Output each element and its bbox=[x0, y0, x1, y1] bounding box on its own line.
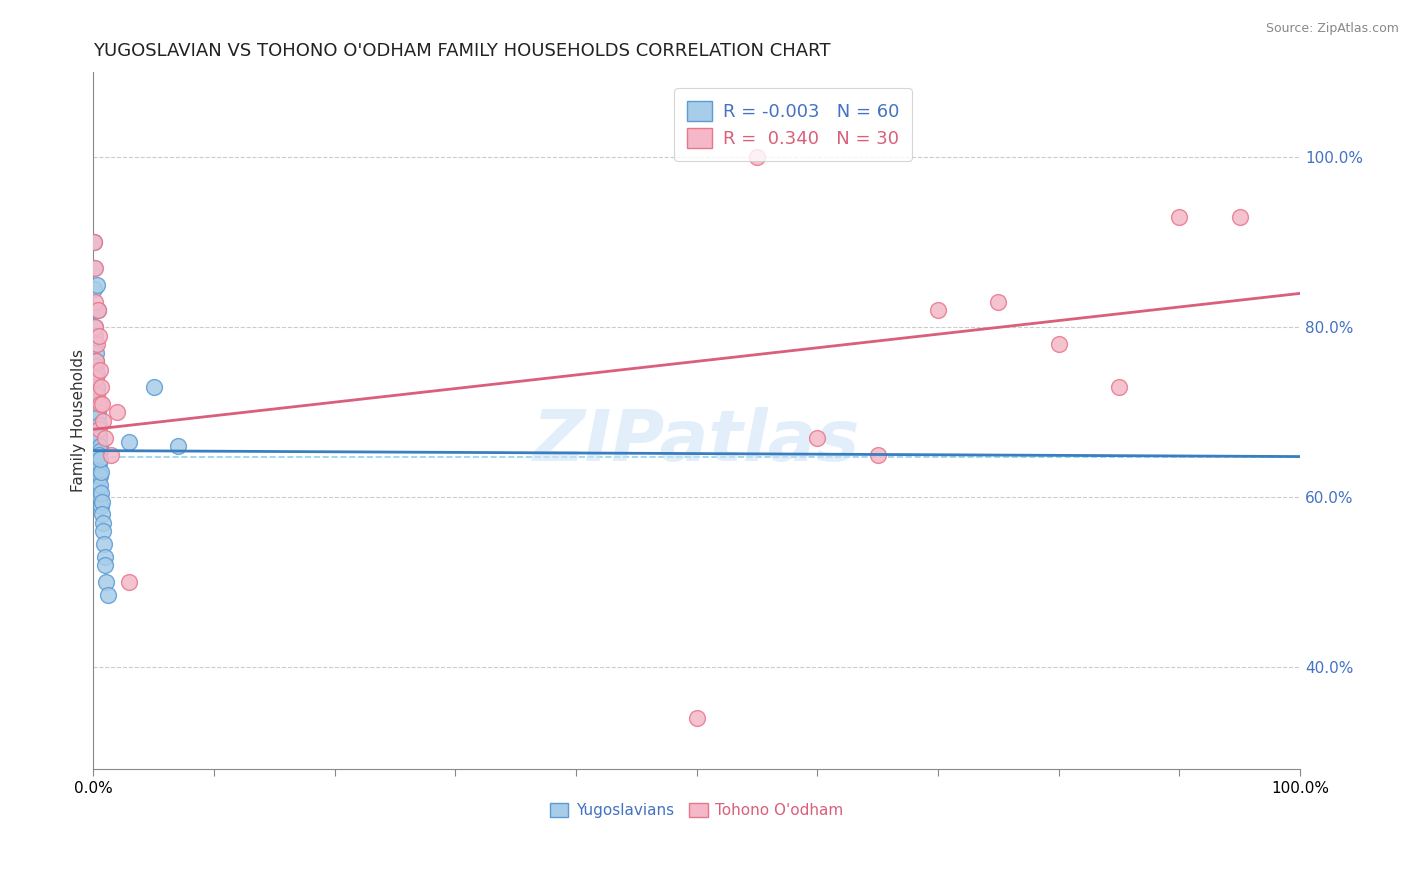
Point bbox=[86, 277, 108, 292]
Text: ZIPatlas: ZIPatlas bbox=[533, 408, 860, 476]
Text: YUGOSLAVIAN VS TOHONO O'ODHAM FAMILY HOUSEHOLDS CORRELATION CHART: YUGOSLAVIAN VS TOHONO O'ODHAM FAMILY HOU… bbox=[93, 42, 831, 60]
Point bbox=[89, 477, 111, 491]
Point bbox=[87, 422, 110, 436]
Point bbox=[93, 537, 115, 551]
Point bbox=[86, 380, 108, 394]
Point bbox=[84, 384, 107, 398]
Point bbox=[1108, 380, 1130, 394]
Point bbox=[83, 282, 105, 296]
Point bbox=[83, 235, 105, 250]
Point bbox=[1229, 210, 1251, 224]
Point bbox=[84, 435, 107, 450]
Point bbox=[83, 320, 105, 334]
Point bbox=[89, 452, 111, 467]
Point bbox=[91, 397, 114, 411]
Point bbox=[84, 346, 107, 360]
Point bbox=[89, 397, 111, 411]
Point bbox=[86, 367, 108, 381]
Point bbox=[806, 431, 828, 445]
Point bbox=[90, 465, 112, 479]
Point bbox=[97, 588, 120, 602]
Point bbox=[685, 711, 707, 725]
Point bbox=[1168, 210, 1191, 224]
Point bbox=[96, 575, 118, 590]
Point bbox=[86, 392, 108, 407]
Point bbox=[87, 397, 110, 411]
Point bbox=[745, 150, 768, 164]
Point bbox=[86, 384, 108, 398]
Y-axis label: Family Households: Family Households bbox=[72, 350, 86, 492]
Legend: Yugoslavians, Tohono O'odham: Yugoslavians, Tohono O'odham bbox=[544, 797, 849, 824]
Point bbox=[86, 405, 108, 419]
Point bbox=[86, 388, 108, 402]
Point bbox=[89, 469, 111, 483]
Point bbox=[84, 354, 107, 368]
Point bbox=[91, 508, 114, 522]
Point bbox=[100, 448, 122, 462]
Point bbox=[93, 549, 115, 564]
Point bbox=[89, 448, 111, 462]
Point bbox=[93, 524, 115, 539]
Point bbox=[83, 260, 105, 275]
Point bbox=[166, 439, 188, 453]
Point bbox=[87, 329, 110, 343]
Point bbox=[84, 354, 107, 368]
Point bbox=[86, 460, 108, 475]
Point bbox=[1047, 337, 1070, 351]
Point bbox=[83, 235, 105, 250]
Point bbox=[84, 320, 107, 334]
Point bbox=[84, 329, 107, 343]
Point bbox=[84, 418, 107, 433]
Point bbox=[86, 380, 108, 394]
Point bbox=[89, 439, 111, 453]
Point bbox=[86, 431, 108, 445]
Point bbox=[90, 499, 112, 513]
Point bbox=[94, 431, 117, 445]
Point bbox=[90, 380, 112, 394]
Point bbox=[86, 337, 108, 351]
Point bbox=[89, 422, 111, 436]
Point bbox=[89, 363, 111, 377]
Point bbox=[87, 482, 110, 496]
Point bbox=[87, 418, 110, 433]
Point bbox=[89, 431, 111, 445]
Point bbox=[89, 465, 111, 479]
Point bbox=[87, 409, 110, 424]
Point bbox=[142, 380, 165, 394]
Point bbox=[87, 474, 110, 488]
Point bbox=[94, 558, 117, 573]
Point bbox=[87, 426, 110, 441]
Point bbox=[89, 456, 111, 470]
Point bbox=[89, 443, 111, 458]
Point bbox=[84, 371, 107, 385]
Point bbox=[87, 303, 110, 318]
Point bbox=[87, 405, 110, 419]
Point bbox=[84, 456, 107, 470]
Point bbox=[118, 435, 141, 450]
Point bbox=[87, 303, 110, 318]
Point bbox=[86, 443, 108, 458]
Point bbox=[105, 405, 128, 419]
Point bbox=[84, 337, 107, 351]
Point bbox=[87, 452, 110, 467]
Point bbox=[927, 303, 949, 318]
Point bbox=[87, 439, 110, 453]
Point bbox=[83, 260, 105, 275]
Point bbox=[90, 494, 112, 508]
Point bbox=[866, 448, 889, 462]
Point bbox=[83, 303, 105, 318]
Point bbox=[89, 491, 111, 505]
Point bbox=[86, 359, 108, 373]
Point bbox=[91, 414, 114, 428]
Point bbox=[91, 516, 114, 530]
Point bbox=[90, 486, 112, 500]
Point bbox=[987, 294, 1010, 309]
Point bbox=[84, 294, 107, 309]
Point bbox=[118, 575, 141, 590]
Text: Source: ZipAtlas.com: Source: ZipAtlas.com bbox=[1265, 22, 1399, 36]
